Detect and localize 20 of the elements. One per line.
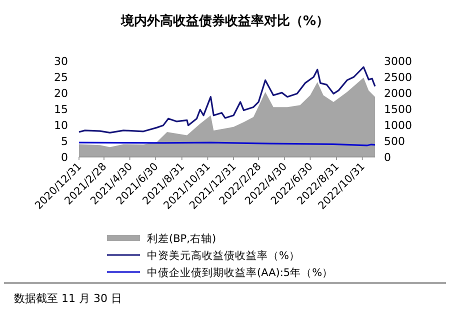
y2-tick-label: 1500 <box>384 103 412 116</box>
chart-title: 境内外高收益债券收益率对比（%） <box>120 13 330 29</box>
y2-tick-label: 1000 <box>384 119 412 132</box>
y-tick-label: 0 <box>61 151 68 164</box>
y2-tick-label: 2500 <box>384 71 412 84</box>
y-tick-label: 5 <box>61 135 68 148</box>
legend-label: 中债企业债到期收益率(AA):5年（%） <box>147 266 334 279</box>
line-series <box>78 66 376 134</box>
legend-label: 中资美元高收益债收益率（%） <box>147 249 300 262</box>
y2-tick-label: 2000 <box>384 87 412 100</box>
y-tick-label: 30 <box>54 55 68 68</box>
y-tick-label: 15 <box>54 103 68 116</box>
y-tick-label: 20 <box>54 87 68 100</box>
y-tick-label: 10 <box>54 119 68 132</box>
y-tick-label: 25 <box>54 71 68 84</box>
y2-tick-label: 0 <box>384 151 391 164</box>
legend-label: 利差(BP,右轴) <box>147 232 216 245</box>
y2-tick-label: 3000 <box>384 55 412 68</box>
y2-tick-label: 500 <box>384 135 405 148</box>
text: 数据截至 11 月 30 日 <box>14 292 122 305</box>
